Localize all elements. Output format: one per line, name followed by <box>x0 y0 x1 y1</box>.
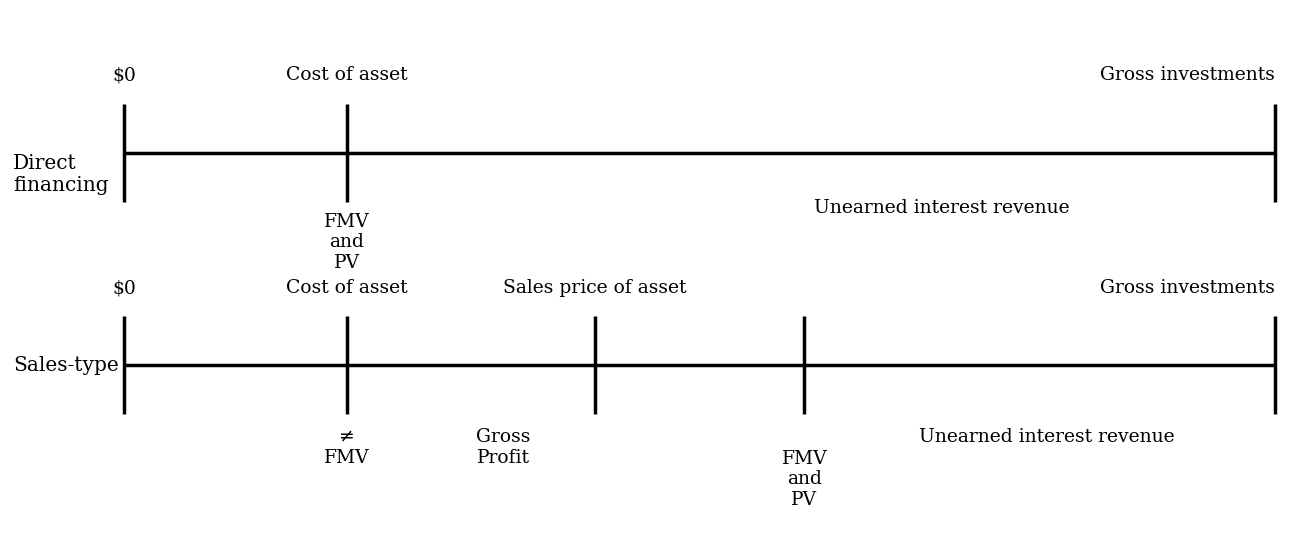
Text: ≠
FMV: ≠ FMV <box>324 428 369 467</box>
Text: Gross
Profit: Gross Profit <box>476 428 531 467</box>
Text: Unearned interest revenue: Unearned interest revenue <box>918 428 1175 446</box>
Text: Direct
financing: Direct financing <box>13 154 109 195</box>
Text: FMV
and
PV: FMV and PV <box>782 450 827 509</box>
Text: $0: $0 <box>112 279 136 297</box>
Text: Sales price of asset: Sales price of asset <box>504 279 687 297</box>
Text: Gross investments: Gross investments <box>1100 66 1275 84</box>
Text: $0: $0 <box>112 66 136 84</box>
Text: Cost of asset: Cost of asset <box>286 279 407 297</box>
Text: Unearned interest revenue: Unearned interest revenue <box>814 199 1070 217</box>
Text: Cost of asset: Cost of asset <box>286 66 407 84</box>
Text: Gross investments: Gross investments <box>1100 279 1275 297</box>
Text: FMV
and
PV: FMV and PV <box>324 213 369 272</box>
Text: Sales-type: Sales-type <box>13 356 119 374</box>
